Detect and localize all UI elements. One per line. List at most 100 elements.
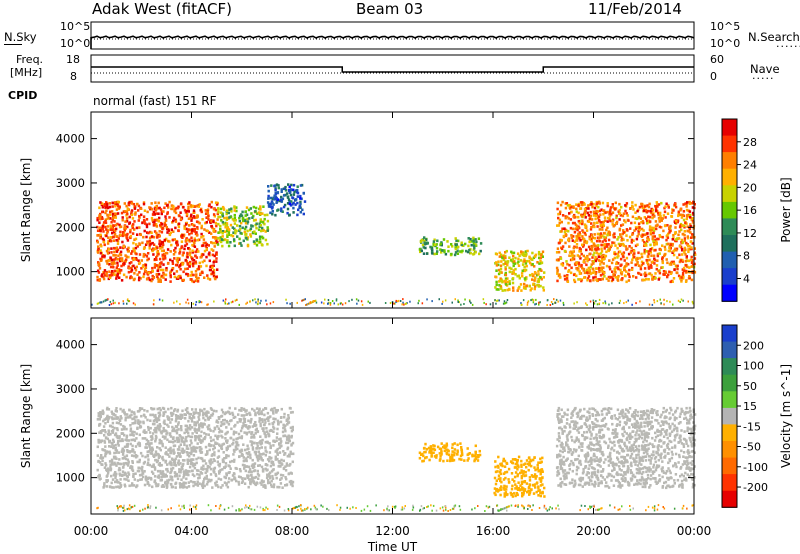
ground-speckle <box>538 303 540 306</box>
data-cell <box>104 221 108 224</box>
ground-speckle <box>213 300 215 303</box>
data-cell <box>129 234 133 238</box>
data-cell <box>232 430 236 434</box>
data-cell <box>174 218 177 222</box>
data-cell <box>558 273 561 276</box>
data-cell <box>253 436 256 439</box>
data-cell <box>224 223 228 227</box>
data-cell <box>188 459 191 462</box>
data-cell <box>145 431 148 434</box>
data-cell <box>207 444 211 447</box>
data-cell <box>419 240 423 243</box>
data-cell <box>229 223 233 227</box>
data-cell <box>188 470 191 473</box>
data-cell <box>602 262 605 265</box>
status-frames <box>90 21 695 83</box>
data-cell <box>583 210 587 214</box>
data-cell <box>201 484 204 488</box>
data-cell <box>258 222 261 226</box>
data-cell <box>213 446 216 450</box>
data-cell <box>564 241 567 245</box>
data-cell <box>145 223 148 226</box>
data-cell <box>564 266 567 270</box>
data-cell <box>137 469 141 473</box>
data-cell <box>423 239 426 243</box>
data-cell <box>140 259 143 262</box>
data-cell <box>158 413 162 417</box>
data-cell <box>134 246 138 250</box>
data-cell <box>217 427 221 430</box>
ground-speckle <box>651 303 654 306</box>
data-cell <box>566 274 569 277</box>
data-cell <box>259 212 262 216</box>
data-cell <box>620 252 624 256</box>
data-cell <box>633 252 636 255</box>
data-cell <box>649 230 652 234</box>
ground-speckle <box>680 298 683 301</box>
data-cell <box>676 267 679 271</box>
data-cell <box>607 238 611 242</box>
data-cell <box>661 257 664 260</box>
data-cell <box>101 210 104 214</box>
data-cell <box>598 219 601 223</box>
data-cell <box>583 238 586 241</box>
data-cell <box>613 241 616 245</box>
data-cell <box>258 225 261 228</box>
data-cell <box>249 421 252 424</box>
data-cell <box>172 216 176 220</box>
data-cell <box>108 460 112 463</box>
data-cell <box>563 249 567 253</box>
data-cell <box>192 484 195 488</box>
data-cell <box>207 218 210 221</box>
data-cell <box>259 481 262 485</box>
data-cell <box>264 449 267 452</box>
data-cell <box>105 209 108 212</box>
data-cell <box>504 271 507 275</box>
data-cell <box>587 207 590 210</box>
data-cell <box>153 258 157 261</box>
data-cell <box>129 429 132 433</box>
data-cell <box>215 275 218 279</box>
data-cell <box>599 263 602 266</box>
data-cell <box>179 276 182 280</box>
data-cell <box>237 432 241 436</box>
data-cell <box>688 266 691 269</box>
data-cell <box>231 226 234 229</box>
data-cell <box>227 423 231 426</box>
data-cell <box>160 471 164 475</box>
data-cell <box>200 409 204 412</box>
data-cell <box>133 412 136 416</box>
data-cell <box>189 435 192 439</box>
data-cell <box>150 235 154 238</box>
data-cell <box>135 415 138 419</box>
ground-speckle <box>404 302 407 305</box>
data-cell <box>595 271 598 274</box>
data-cell <box>182 472 186 476</box>
data-cell <box>260 458 263 461</box>
data-cell <box>124 220 127 223</box>
ground-speckle <box>97 302 100 305</box>
data-cell <box>637 271 640 275</box>
data-cell <box>96 251 100 254</box>
data-cell <box>268 422 271 426</box>
data-cell <box>268 472 271 476</box>
data-cell <box>230 234 233 237</box>
data-cell <box>174 464 178 467</box>
data-cell <box>135 437 138 440</box>
data-cell <box>221 423 224 426</box>
data-cell <box>162 414 165 417</box>
data-cell <box>151 274 154 278</box>
data-cell <box>114 443 117 447</box>
data-cell <box>246 475 249 479</box>
data-cell <box>654 238 657 242</box>
data-cell <box>504 277 508 280</box>
data-cell <box>690 261 694 264</box>
data-cell <box>212 261 215 264</box>
data-cell <box>686 244 690 248</box>
data-cell <box>610 261 614 265</box>
data-cell <box>97 460 100 463</box>
data-cell <box>685 256 688 260</box>
data-cell <box>598 228 601 231</box>
data-cell <box>598 269 601 272</box>
data-cell <box>190 236 193 240</box>
